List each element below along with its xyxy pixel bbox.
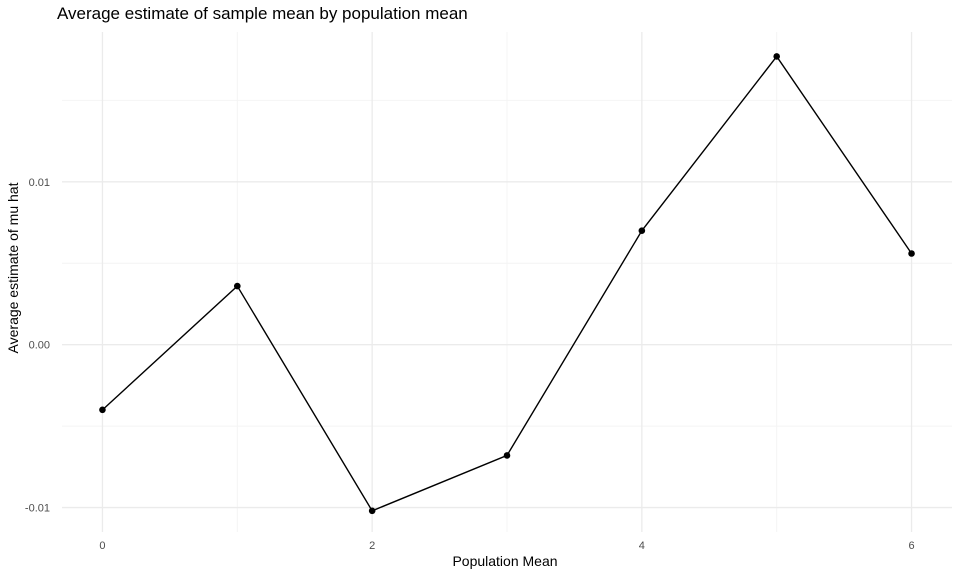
- data-point-4: [638, 227, 646, 234]
- y-tick-label-0: -0.01: [25, 503, 50, 515]
- data-point-6: [908, 250, 915, 257]
- x-tick-label-2: 4: [639, 540, 645, 552]
- x-axis-title: Population Mean: [452, 553, 557, 569]
- x-tick-label-1: 2: [369, 540, 375, 552]
- y-tick-label-1: 0.00: [29, 340, 50, 352]
- y-tick-label-2: 0.01: [29, 177, 50, 189]
- data-point-1: [234, 282, 241, 290]
- data-point-0: [99, 406, 106, 414]
- points-layer: [99, 53, 915, 515]
- data-point-5: [773, 53, 780, 60]
- data-point-3: [503, 452, 511, 459]
- tick-labels: 0 2 4 6 -0.01 0.00 0.01: [25, 177, 915, 552]
- data-point-2: [368, 507, 376, 515]
- x-tick-label-0: 0: [99, 540, 105, 552]
- chart-title: Average estimate of sample mean by popul…: [57, 4, 468, 23]
- x-tick-label-3: 6: [908, 540, 914, 552]
- y-axis-title: Average estimate of mu hat: [5, 182, 21, 353]
- grid: [62, 32, 952, 532]
